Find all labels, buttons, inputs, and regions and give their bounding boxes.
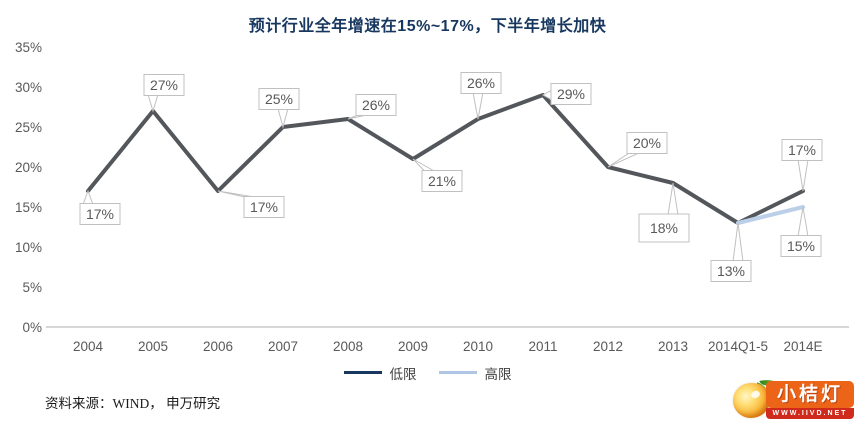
callout-tail: [147, 94, 159, 113]
callout-box: [460, 72, 502, 94]
series-line: [736, 205, 805, 225]
y-tick-label: 20%: [15, 160, 42, 175]
callout-box: [243, 196, 285, 218]
y-tick-label: 5%: [22, 280, 42, 295]
data-label: 27%: [150, 77, 178, 93]
watermark-logo: 小桔灯 WWW.IIVD.NET: [733, 377, 854, 420]
data-label: 15%: [787, 238, 815, 254]
data-label: 17%: [250, 199, 278, 215]
source-note: 资料来源：WIND， 申万研究: [45, 396, 221, 411]
callout-box: [710, 260, 752, 282]
data-label: 25%: [265, 91, 293, 107]
x-tick-label: 2014Q1-5: [708, 339, 768, 354]
callout-box: [355, 94, 397, 116]
data-label: 20%: [633, 135, 661, 151]
y-tick-label: 0%: [22, 320, 42, 335]
x-tick-label: 2007: [268, 339, 298, 354]
legend-swatch-low-icon: [343, 371, 382, 374]
y-tick-label: 10%: [15, 240, 42, 255]
callout-tail: [412, 158, 437, 172]
orange-fruit-icon: [733, 383, 770, 418]
x-tick-label: 2010: [463, 339, 493, 354]
x-tick-label: 2011: [528, 339, 557, 354]
legend-label-high: 高限: [484, 366, 512, 382]
callout-tail: [797, 206, 809, 237]
callout-box: [421, 170, 463, 192]
data-label: 26%: [362, 97, 390, 113]
data-label: 17%: [788, 142, 816, 158]
callout-box: [638, 213, 690, 243]
x-tick-label: 2005: [138, 339, 168, 354]
callout-box: [626, 132, 668, 154]
data-label: 29%: [557, 86, 585, 102]
callout-box: [780, 235, 822, 257]
data-label: 18%: [650, 220, 678, 236]
x-tick-label: 2012: [593, 339, 623, 354]
legend-item-low: 低限: [343, 363, 417, 383]
callout-box: [258, 88, 300, 110]
chart-title: 预计行业全年增速在15%~17%，下半年增长加快: [248, 18, 607, 35]
callout-tail: [732, 222, 744, 262]
x-tick-label: 2006: [203, 339, 233, 354]
callout-box: [79, 203, 121, 225]
callout-box: [143, 74, 185, 96]
callout-tail: [797, 159, 809, 192]
callout-tail: [607, 152, 641, 168]
legend: 低限 高限: [0, 363, 855, 383]
watermark-title: 小桔灯: [766, 381, 854, 408]
x-tick-label: 2009: [398, 339, 428, 354]
data-label: 13%: [717, 263, 745, 279]
callout-tail: [472, 92, 484, 120]
legend-item-high: 高限: [438, 363, 512, 383]
watermark-url: WWW.IIVD.NET: [766, 408, 854, 419]
y-tick-label: 35%: [15, 40, 42, 55]
y-tick-label: 30%: [15, 80, 42, 95]
callout-box: [781, 139, 823, 161]
callout-tail: [667, 182, 679, 216]
y-tick-label: 15%: [15, 200, 42, 215]
x-tick-label: 2013: [658, 339, 688, 354]
legend-swatch-high-icon: [438, 371, 477, 374]
data-label: 21%: [428, 173, 456, 189]
x-tick-label: 2014E: [783, 339, 822, 354]
x-tick-label: 2004: [73, 339, 104, 354]
data-label: 17%: [86, 206, 114, 222]
callout-tail: [277, 108, 289, 129]
data-label: 26%: [467, 75, 495, 91]
callout-tail: [82, 189, 94, 205]
x-tick-label: 2008: [333, 339, 363, 354]
y-tick-label: 25%: [15, 120, 42, 135]
legend-label-low: 低限: [389, 366, 417, 382]
callout-box: [550, 83, 592, 105]
series-line: [86, 93, 805, 225]
